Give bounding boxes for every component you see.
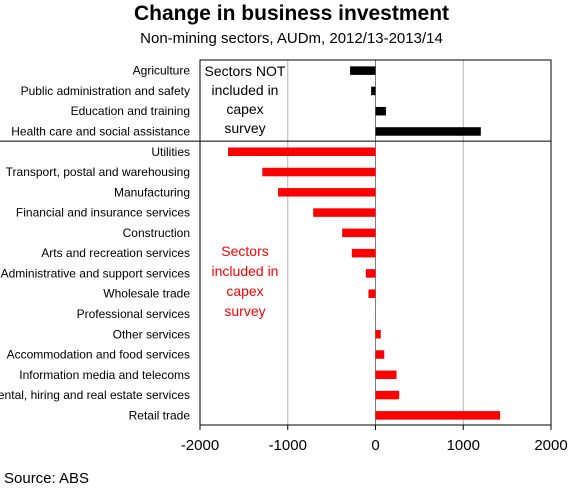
annotation-line: included in bbox=[212, 82, 279, 98]
category-label: Administrative and support services bbox=[1, 266, 190, 280]
category-label: Wholesale trade bbox=[103, 287, 190, 301]
annotation-included: Sectors included in capex survey bbox=[212, 243, 279, 319]
bar-1 bbox=[371, 86, 376, 96]
source-note: Source: ABS bbox=[4, 470, 90, 487]
annotation-line: Sectors bbox=[221, 243, 268, 259]
bar-10 bbox=[365, 269, 376, 278]
chart-title: Change in business investment bbox=[133, 2, 450, 25]
annotation-line: survey bbox=[224, 120, 265, 136]
category-label: Rental, hiring and real estate services bbox=[0, 388, 190, 402]
category-label: Accommodation and food services bbox=[7, 348, 190, 362]
category-label: Information media and telecoms bbox=[19, 368, 190, 382]
category-label: Public administration and safety bbox=[21, 84, 190, 98]
category-labels: Agriculture Public administration and saf… bbox=[0, 64, 190, 423]
bar-16 bbox=[375, 390, 400, 400]
category-label: Utilities bbox=[151, 145, 190, 159]
bar-17 bbox=[375, 411, 501, 420]
bar-7 bbox=[313, 208, 376, 217]
bar-9 bbox=[351, 248, 376, 258]
category-label: Construction bbox=[123, 226, 190, 240]
bar-3 bbox=[375, 127, 481, 136]
bars bbox=[228, 66, 501, 420]
bar-4 bbox=[228, 147, 376, 157]
category-label: Retail trade bbox=[129, 408, 191, 422]
annotation-line: capex bbox=[226, 283, 263, 299]
category-label: Arts and recreation services bbox=[41, 246, 190, 260]
category-label: Health care and social assistance bbox=[11, 124, 190, 138]
bar-13 bbox=[375, 329, 381, 339]
bar-8 bbox=[342, 228, 376, 238]
tick-label: 1000 bbox=[447, 437, 480, 454]
tick-label: 0 bbox=[371, 437, 379, 454]
annotation-line: Sectors NOT bbox=[205, 63, 286, 79]
annotation-line: included in bbox=[212, 263, 279, 279]
category-label: Other services bbox=[113, 327, 190, 341]
tick-label: 2000 bbox=[534, 437, 567, 454]
category-label: Education and training bbox=[71, 104, 190, 118]
category-label: Professional services bbox=[77, 307, 190, 321]
category-label: Manufacturing bbox=[114, 185, 190, 199]
bar-0 bbox=[350, 66, 376, 75]
chart-subtitle: Non-mining sectors, AUDm, 2012/13-2013/1… bbox=[140, 30, 443, 47]
annotation-line: capex bbox=[226, 101, 263, 117]
gridlines bbox=[287, 60, 464, 425]
annotation-line: survey bbox=[224, 303, 265, 319]
x-axis-ticks: -2000 -1000 0 1000 2000 bbox=[181, 425, 568, 454]
tick-label: -1000 bbox=[269, 437, 307, 454]
bar-6 bbox=[278, 188, 376, 197]
bar-14 bbox=[375, 350, 385, 359]
tick-label: -2000 bbox=[181, 437, 219, 454]
bar-11 bbox=[368, 289, 376, 298]
bar-5 bbox=[262, 167, 376, 177]
bar-15 bbox=[375, 370, 397, 380]
bar-2 bbox=[375, 106, 387, 116]
category-label: Transport, postal and warehousing bbox=[6, 165, 190, 179]
category-label: Financial and insurance services bbox=[16, 206, 190, 220]
category-label: Agriculture bbox=[133, 64, 191, 78]
annotation-not-included: Sectors NOT included in capex survey bbox=[205, 63, 286, 136]
